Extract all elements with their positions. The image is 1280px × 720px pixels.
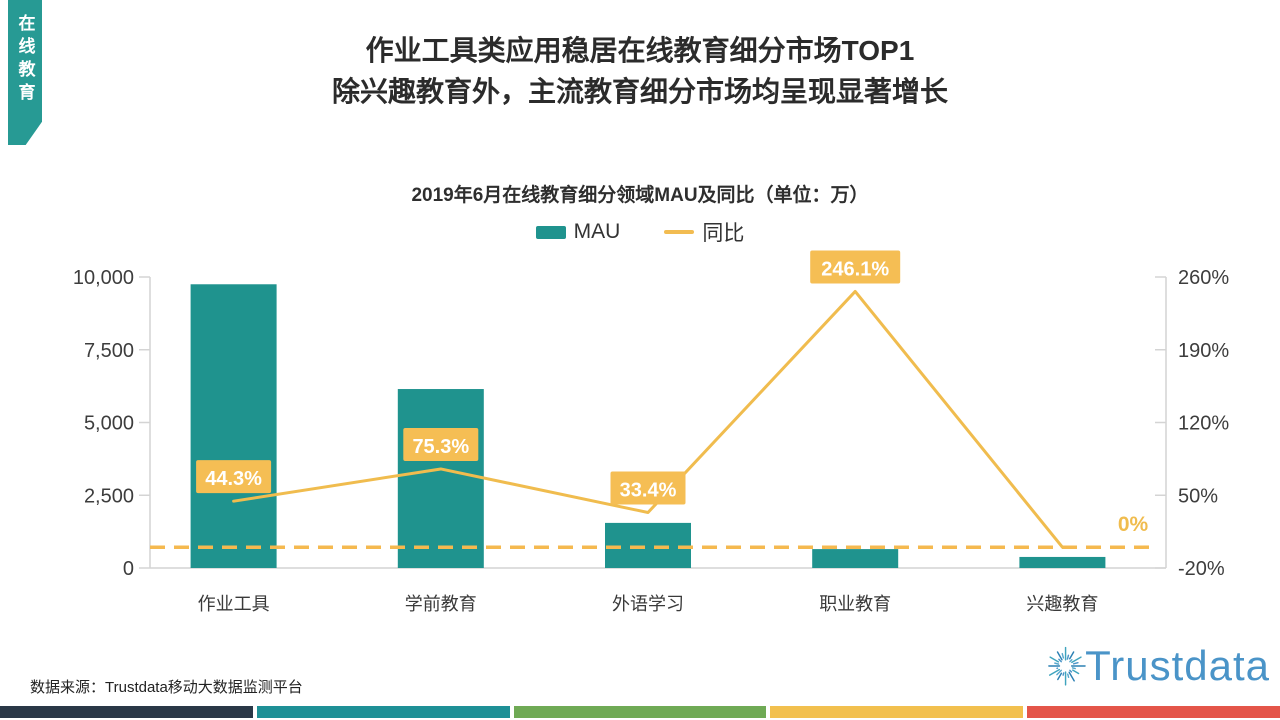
category-label: 职业教育: [819, 594, 891, 614]
starburst-ray: [1048, 668, 1061, 676]
yoy-label-box: [610, 471, 686, 505]
starburst-ray: [1071, 667, 1076, 670]
strip-segment: [256, 706, 510, 718]
starburst-ray: [1054, 662, 1060, 665]
yoy-label-box: [403, 427, 479, 461]
left-axis-label: 5,000: [84, 413, 134, 435]
starburst-ray: [1058, 658, 1062, 663]
trustdata-starburst-icon: [1048, 646, 1086, 686]
category-label: 兴趣教育: [1026, 594, 1098, 614]
right-axis-label: -20%: [1178, 558, 1225, 580]
starburst-ray: [1069, 669, 1073, 673]
mau-swatch-icon: [535, 225, 566, 239]
starburst-ray: [1066, 654, 1070, 660]
starburst-ray: [1072, 661, 1079, 665]
legend-mau-label: MAU: [573, 220, 621, 243]
starburst-ray: [1071, 656, 1082, 664]
page-title: 作业工具类应用稳居在线教育细分市场TOP1 除兴趣教育外，主流教育细分市场均呈现…: [0, 30, 1280, 112]
starburst-ray: [1069, 658, 1073, 663]
category-label: 学前教育: [405, 594, 477, 614]
starburst-ray: [1049, 656, 1060, 663]
category-label: 作业工具: [198, 594, 270, 614]
starburst-ray: [1057, 672, 1063, 681]
category-label: 外语学习: [612, 594, 684, 614]
starburst-ray: [1056, 669, 1062, 676]
right-axis-label: 120%: [1178, 413, 1229, 435]
data-source-note: 数据来源：Trustdata移动大数据监测平台: [30, 679, 303, 696]
mau-bar: [397, 389, 484, 568]
left-axis-label: 2,500: [84, 485, 134, 507]
legend-item-mau: MAU: [535, 220, 621, 244]
footer-color-strip: [0, 706, 1280, 718]
starburst-ray: [1068, 671, 1075, 682]
yoy-point-label: 246.1%: [821, 258, 889, 280]
chart-title: 2019年6月在线教育细分领域MAU及同比（单位：万）: [411, 185, 869, 206]
strip-segment: [513, 706, 767, 718]
right-axis-label: 50%: [1178, 485, 1218, 507]
right-axis-label: 260%: [1178, 267, 1229, 289]
yoy-point-label: 44.3%: [205, 468, 262, 490]
starburst-ray: [1072, 669, 1080, 675]
title-line-1: 作业工具类应用稳居在线教育细分市场TOP1: [365, 35, 915, 66]
starburst-ray: [1067, 673, 1070, 678]
chart-legend: MAU 同比: [0, 219, 1280, 245]
mau-bar: [812, 549, 899, 568]
yoy-label-box: [196, 460, 272, 494]
yoy-line: [232, 289, 1064, 549]
trustdata-logo: Trustdata: [1040, 624, 1270, 708]
starburst-ray: [1062, 672, 1065, 676]
yoy-swatch-icon: [664, 230, 695, 234]
yoy-point-label: 75.3%: [412, 436, 469, 458]
starburst-ray: [1056, 651, 1063, 661]
starburst-ray: [1061, 652, 1065, 659]
yoy-point-label-plain: 0%: [1118, 513, 1149, 536]
mau-bar: [605, 522, 691, 568]
trustdata-logo-text: Trustdata: [1085, 642, 1270, 689]
legend-item-yoy: 同比: [664, 217, 744, 247]
mau-bar: [1019, 556, 1106, 568]
mau-bar: [190, 284, 277, 568]
starburst-ray: [1069, 651, 1075, 660]
left-axis-label: 0: [123, 558, 134, 580]
strip-segment: [0, 706, 253, 718]
yoy-label-box: [810, 250, 901, 284]
strip-segment: [770, 706, 1024, 718]
title-line-2: 除兴趣教育外，主流教育细分市场均呈现显著增长: [331, 76, 948, 107]
right-axis-label: 190%: [1178, 340, 1229, 362]
yoy-point-label: 33.4%: [620, 480, 677, 502]
ribbon-label: 在线教育: [15, 14, 35, 106]
left-axis-label: 7,500: [84, 340, 134, 362]
corner-ribbon: 在线教育: [8, 0, 42, 145]
strip-segment: [1027, 706, 1280, 718]
legend-yoy-label: 同比: [702, 222, 745, 245]
left-axis-label: 10,000: [73, 267, 134, 289]
